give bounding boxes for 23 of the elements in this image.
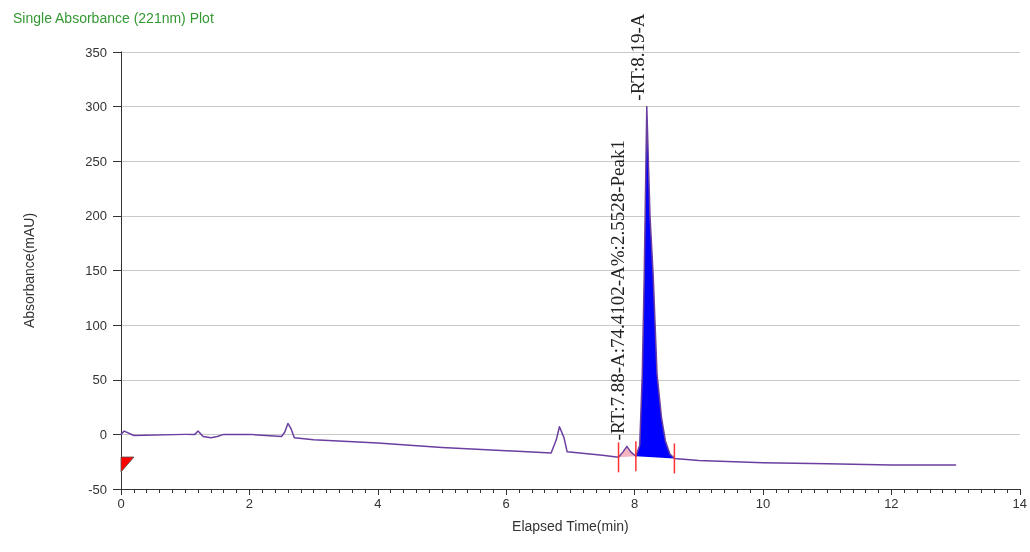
annotation: -RT:7.88-A:74.4102-A%:2.5528-Peak1 [607,140,629,441]
x-tick-label: 10 [755,496,771,511]
annotation: -RT:8.19-A [627,13,649,101]
x-tick-label: 0 [117,496,125,511]
y-tick-label: 350 [85,44,107,60]
chart-title: Single Absorbance (221nm) Plot [13,10,214,26]
y-tick-label: -50 [88,481,107,497]
y-tick-label: 50 [92,372,107,388]
y-tick-label: 200 [85,208,107,224]
line-series [120,105,957,466]
y-tick-label: 250 [85,153,107,169]
x-tick-label: 8 [630,496,639,511]
x-tick-label: 2 [245,496,254,511]
y-axis-title: Absorbance(mAU) [21,212,37,329]
x-tick-label: 6 [502,496,510,511]
y-tick-label: 300 [85,99,107,115]
x-tick-label: 12 [884,496,899,511]
y-tick-label: 0 [99,426,107,442]
x-axis-title: Elapsed Time(min) [512,518,629,534]
y-tick-label: 150 [85,263,107,278]
x-tick-label: 14 [1012,496,1027,511]
y-tick-label: 100 [85,317,107,333]
x-tick-label: 4 [374,496,382,511]
